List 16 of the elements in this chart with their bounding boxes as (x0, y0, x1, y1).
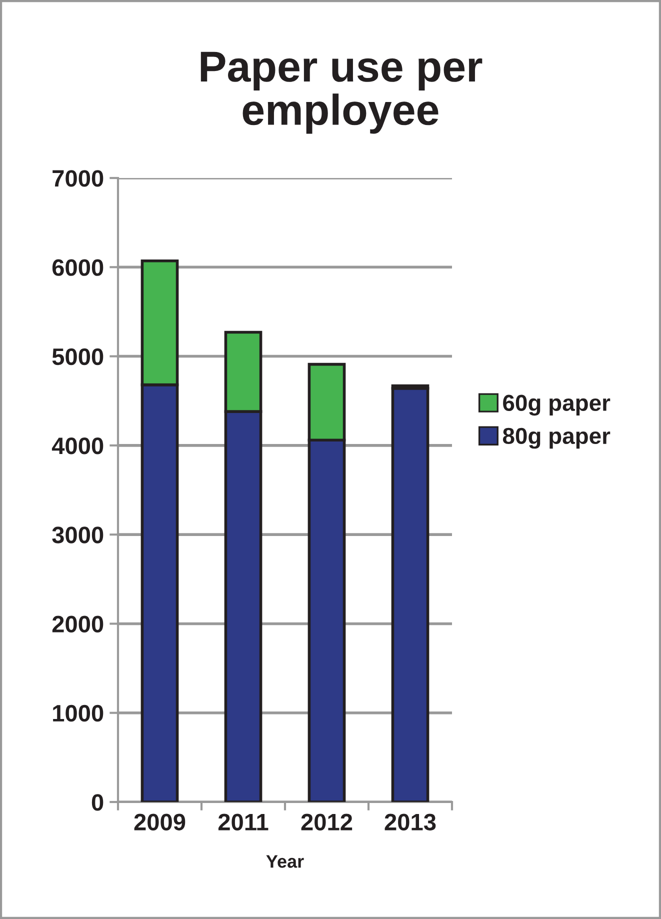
y-tick-label: 2000 (52, 616, 104, 632)
y-tick-label: 3000 (52, 526, 104, 544)
x-tick-label: 2011 (218, 814, 268, 830)
x-axis-title: Year (266, 855, 304, 868)
legend-label: 60g paper (503, 394, 610, 416)
y-tick-label: 6000 (52, 259, 104, 276)
y-tick-label: 1000 (53, 704, 104, 722)
chart-title: Paper use per employee (200, 52, 482, 134)
y-tick-label: 0 (92, 794, 104, 811)
y-tick-label: 7000 (52, 170, 104, 187)
x-tick-label: 2013 (384, 814, 436, 830)
x-tick-label: 2012 (301, 814, 352, 830)
y-tick-label: 4000 (52, 437, 104, 454)
legend-label: 80g paper (502, 428, 610, 449)
x-tick-label: 2009 (134, 814, 186, 830)
y-tick-label: 5000 (52, 348, 104, 366)
